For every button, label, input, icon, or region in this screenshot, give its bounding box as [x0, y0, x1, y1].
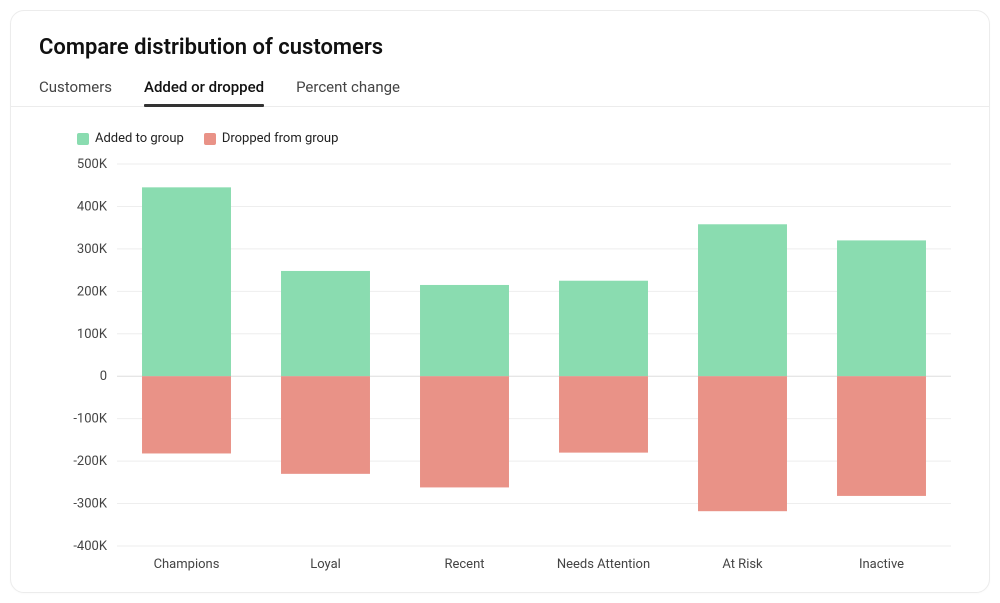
svg-text:Champions: Champions [154, 557, 220, 572]
svg-text:300K: 300K [77, 242, 108, 257]
legend-added-swatch [77, 133, 89, 145]
svg-text:-200K: -200K [73, 454, 108, 469]
svg-text:Loyal: Loyal [310, 557, 341, 572]
legend-dropped: Dropped from group [204, 131, 339, 146]
bar-dropped [559, 376, 648, 452]
svg-text:400K: 400K [77, 199, 108, 214]
svg-text:500K: 500K [77, 158, 108, 172]
bar-dropped [281, 376, 370, 474]
legend-added: Added to group [77, 131, 184, 146]
svg-text:200K: 200K [77, 284, 108, 299]
tab-added-or-dropped[interactable]: Added or dropped [144, 78, 264, 106]
legend-dropped-label: Dropped from group [222, 131, 339, 146]
chart: -400K -300K -200K -100K 0 100K 200K 300K 400K 500… [39, 158, 961, 580]
svg-text:Inactive: Inactive [859, 557, 904, 572]
svg-text:0: 0 [100, 369, 107, 384]
svg-text:-400K: -400K [73, 539, 108, 554]
card: Compare distribution of customers Custom… [10, 10, 990, 593]
legend-added-label: Added to group [95, 131, 184, 146]
bar-added [142, 187, 231, 376]
chart-svg: -400K -300K -200K -100K 0 100K 200K 300K 400K 500… [39, 158, 961, 580]
legend: Added to group Dropped from group [77, 131, 961, 146]
legend-dropped-swatch [204, 133, 216, 145]
bar-dropped [837, 376, 926, 496]
svg-text:At Risk: At Risk [722, 557, 763, 572]
svg-text:100K: 100K [77, 327, 108, 342]
bar-dropped [142, 376, 231, 453]
tabs: Customers Added or dropped Percent chang… [11, 78, 989, 107]
page-title: Compare distribution of customers [39, 35, 961, 60]
bar-dropped [698, 376, 787, 511]
tab-percent-change[interactable]: Percent change [296, 78, 400, 106]
bar-added [559, 281, 648, 377]
svg-text:-300K: -300K [73, 497, 108, 512]
bar-added [420, 285, 509, 376]
svg-text:Needs Attention: Needs Attention [557, 557, 650, 572]
svg-text:-100K: -100K [73, 412, 108, 427]
bar-dropped [420, 376, 509, 487]
bar-added [698, 224, 787, 376]
bar-added [837, 240, 926, 376]
bar-added [281, 271, 370, 376]
svg-text:Recent: Recent [444, 557, 484, 572]
tab-customers[interactable]: Customers [39, 78, 112, 106]
